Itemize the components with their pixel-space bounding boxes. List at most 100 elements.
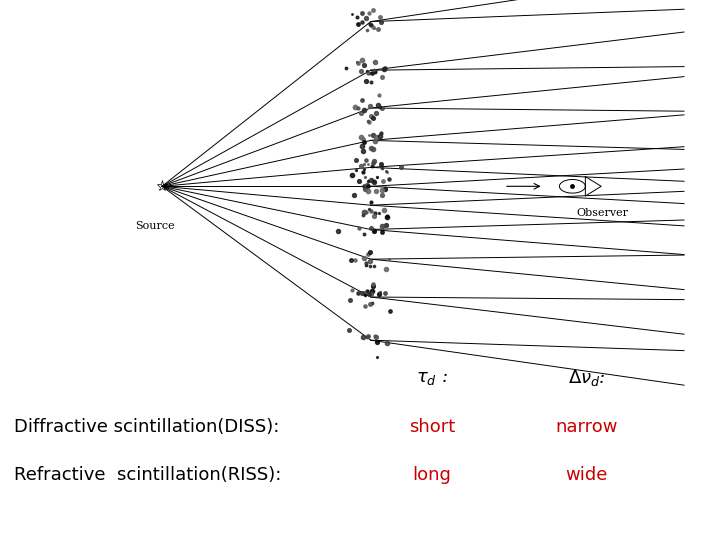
Point	[374, 132, 385, 140]
Point	[359, 172, 370, 181]
Point	[372, 337, 383, 346]
Point	[382, 339, 393, 347]
Point	[369, 178, 380, 186]
Point	[369, 68, 381, 76]
Point	[372, 352, 383, 361]
Point	[374, 103, 386, 111]
Point	[366, 281, 378, 290]
Point	[364, 256, 376, 265]
Point	[366, 159, 378, 167]
Point	[362, 182, 374, 191]
Point	[381, 211, 392, 220]
Point	[361, 180, 372, 189]
Point	[384, 255, 395, 264]
Point	[367, 114, 379, 123]
Point	[368, 157, 379, 165]
Point	[375, 129, 387, 137]
Point	[356, 66, 367, 75]
Point	[366, 299, 377, 307]
Point	[363, 117, 374, 126]
Point	[366, 198, 377, 207]
Point	[370, 132, 382, 141]
Point	[381, 166, 392, 175]
Point	[370, 187, 382, 195]
Point	[365, 78, 377, 86]
Point	[362, 250, 374, 259]
Point	[366, 207, 377, 215]
Text: $\tau_d$ :: $\tau_d$ :	[416, 369, 448, 387]
Point	[376, 18, 387, 26]
Point	[356, 96, 368, 105]
Point	[377, 177, 389, 185]
Point	[361, 333, 372, 341]
Point	[361, 66, 373, 75]
Point	[368, 130, 379, 139]
Point	[352, 58, 364, 67]
Point	[343, 325, 355, 334]
Point	[365, 21, 377, 29]
Point	[373, 100, 384, 109]
Point	[358, 160, 369, 169]
Point	[395, 163, 406, 171]
Point	[379, 64, 390, 72]
Point	[376, 221, 387, 230]
Point	[374, 287, 386, 296]
Point	[368, 212, 379, 220]
Point	[369, 176, 380, 185]
Point	[364, 262, 376, 271]
Point	[340, 64, 351, 72]
Point	[368, 66, 379, 75]
Text: short: short	[409, 417, 455, 436]
Point	[365, 289, 377, 298]
Point	[371, 333, 382, 341]
Point	[358, 230, 369, 238]
Point	[364, 9, 375, 17]
Point	[362, 332, 374, 340]
Point	[378, 65, 390, 73]
Point	[359, 182, 370, 191]
Point	[377, 191, 388, 199]
Point	[371, 172, 382, 181]
Point	[359, 208, 370, 217]
Point	[359, 301, 371, 310]
Point	[366, 162, 378, 171]
Point	[333, 227, 344, 235]
Text: Diffractive scintillation(DISS):: Diffractive scintillation(DISS):	[14, 417, 280, 436]
Point	[379, 206, 390, 214]
Point	[368, 227, 379, 235]
Point	[363, 176, 374, 185]
Point	[379, 185, 391, 194]
Point	[364, 300, 376, 308]
Point	[366, 224, 377, 232]
Point	[353, 104, 364, 112]
Point	[373, 91, 384, 100]
Point	[381, 213, 392, 221]
Point	[357, 332, 369, 341]
Point	[352, 20, 364, 29]
Point	[356, 18, 368, 27]
Point	[363, 289, 374, 298]
Point	[364, 205, 375, 214]
Point	[370, 58, 382, 66]
Point	[348, 191, 360, 199]
Point	[355, 133, 366, 141]
Point	[368, 225, 379, 234]
Point	[372, 25, 384, 33]
Point	[369, 332, 381, 340]
Point	[367, 145, 379, 153]
Point	[377, 164, 388, 173]
Point	[382, 168, 393, 177]
Point	[354, 224, 365, 233]
Point	[343, 326, 355, 334]
Point	[377, 103, 388, 112]
Point	[356, 9, 368, 18]
Text: Observer: Observer	[576, 208, 628, 218]
Point	[360, 156, 372, 164]
Point	[361, 286, 373, 295]
Point	[374, 12, 385, 21]
Point	[363, 131, 374, 140]
Point	[373, 289, 384, 298]
Point	[380, 221, 392, 230]
Point	[366, 69, 377, 78]
Point	[346, 285, 358, 294]
